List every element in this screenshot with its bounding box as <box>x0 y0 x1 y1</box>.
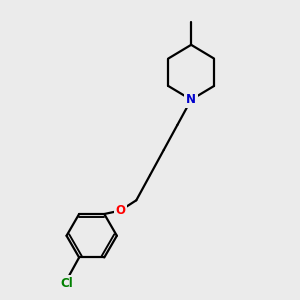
Text: Cl: Cl <box>60 277 73 290</box>
Text: N: N <box>186 93 196 106</box>
Text: O: O <box>115 204 125 217</box>
